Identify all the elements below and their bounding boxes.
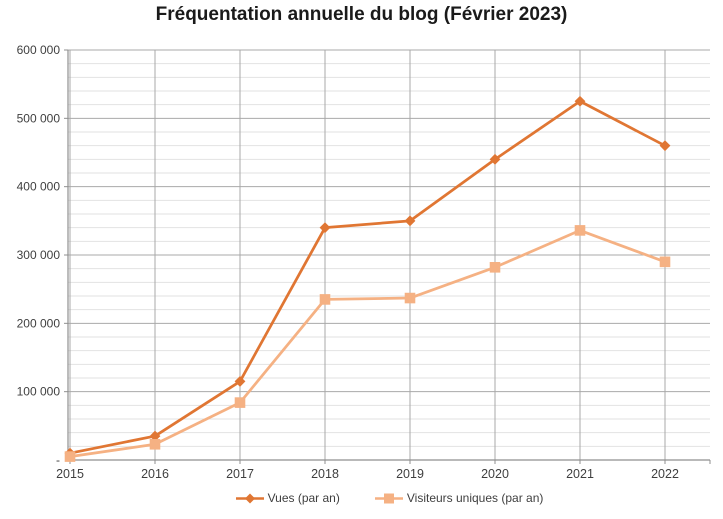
chart-title: Fréquentation annuelle du blog (Février …	[155, 4, 568, 25]
y-axis-tick-label: 500 000	[17, 111, 61, 125]
x-axis-tick-label: 2020	[481, 467, 509, 481]
vues-series-line	[68, 99, 667, 455]
x-axis-tick-label: 2021	[566, 467, 594, 481]
legend-item-visiteurs: Visiteurs uniques (par an)	[374, 491, 544, 505]
x-axis-tick-label: 2016	[141, 467, 169, 481]
y-axis-tick-label: 600 000	[17, 43, 61, 57]
visiteurs-data-point-marker	[234, 397, 246, 408]
vues-data-point-marker	[404, 215, 416, 227]
vues-data-point-marker	[149, 430, 161, 442]
x-axis-tick-label: 2018	[311, 467, 339, 481]
legend-item-vues: Vues (par an)	[235, 491, 340, 505]
y-axis-tick-label: -	[56, 453, 60, 467]
y-axis-tick-label: 200 000	[17, 316, 61, 330]
x-axis-tick-label: 2017	[226, 467, 254, 481]
visiteurs-data-point-marker	[659, 256, 671, 268]
y-axis-tick-label: 100 000	[17, 385, 61, 399]
x-axis-tick-label: 2015	[56, 467, 84, 481]
vues-data-point-marker	[489, 153, 501, 165]
visiteurs-data-point-marker	[319, 294, 331, 305]
visiteurs-data-point-marker	[404, 292, 416, 304]
legend-label-visiteurs: Visiteurs uniques (par an)	[406, 491, 544, 505]
visiteurs-data-point-marker	[64, 451, 76, 462]
vues-data-point-marker	[234, 376, 246, 387]
vues-legend-marker-icon	[235, 493, 264, 503]
vues-data-point-marker	[574, 95, 586, 107]
visiteurs-series-line	[68, 229, 667, 458]
visiteurs-data-point-marker	[149, 438, 161, 450]
vues-data-point-marker	[659, 140, 671, 152]
y-axis-tick-label: 400 000	[17, 180, 61, 194]
x-axis-tick-label: 2022	[651, 467, 679, 481]
y-axis-tick-label: 300 000	[17, 248, 61, 262]
vues-data-point-marker	[319, 222, 331, 234]
visiteurs-data-point-marker	[574, 225, 586, 236]
visiteurs-legend-marker-icon	[374, 493, 403, 503]
legend-label-vues: Vues (par an)	[267, 491, 340, 505]
visiteurs-data-point-marker	[489, 262, 501, 273]
chart-legend: Vues (par an) Visiteurs uniques (par an)	[68, 491, 710, 505]
x-axis-tick-label: 2019	[396, 467, 424, 481]
